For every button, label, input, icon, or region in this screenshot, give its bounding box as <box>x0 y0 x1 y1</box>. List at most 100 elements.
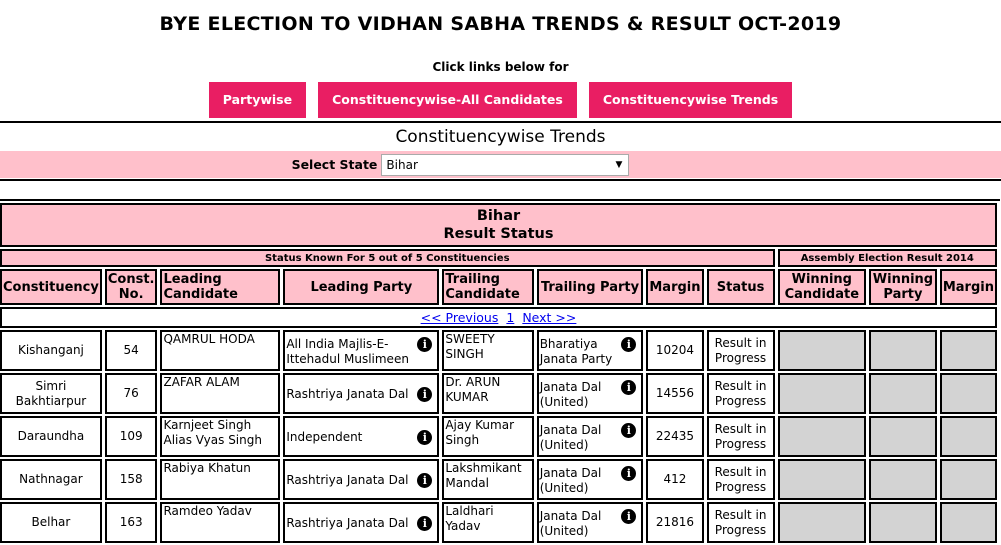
next-link[interactable]: Next >> <box>522 310 577 325</box>
column-header: Winning Candidate <box>777 269 867 305</box>
select-state-label: Select State <box>291 157 378 172</box>
constituencywise-trends-button[interactable]: Constituencywise Trends <box>588 82 793 118</box>
trailing-candidate-cell: SWEETY SINGH <box>442 330 534 371</box>
click-links-text: Click links below for <box>432 60 569 74</box>
info-icon[interactable]: i <box>417 387 433 402</box>
leading-candidate-cell: QAMRUL HODA <box>160 330 281 371</box>
column-header: Status <box>706 269 775 305</box>
column-header: Margin <box>939 269 997 305</box>
trailing-party-cell: Janata Dal (United) i <box>536 416 644 457</box>
trailing-party-cell: Janata Dal (United) i <box>536 459 644 500</box>
info-icon[interactable]: i <box>621 422 637 438</box>
column-header: Const. No. <box>104 269 158 305</box>
trailing-candidate-cell: Laldhari Yadav <box>442 502 534 543</box>
status-cell: Result in Progress <box>706 416 775 457</box>
column-header: Trailing Candidate <box>442 269 534 305</box>
status-cell: Result in Progress <box>706 330 775 371</box>
state-bar: Select State Bihar ▼ <box>0 151 1001 178</box>
winning-candidate-2014-cell <box>777 330 867 371</box>
margin-cell: 10204 <box>646 330 704 371</box>
trailing-party-cell: Janata Dal (United) i <box>536 502 644 543</box>
trailing-party-cell: Bharatiya Janata Party i <box>536 330 644 371</box>
divider <box>0 179 1001 181</box>
winning-party-2014-cell <box>869 330 937 371</box>
info-icon[interactable]: i <box>417 336 433 352</box>
leading-party-cell: Independent i <box>283 416 440 457</box>
nav-buttons: Partywise Constituencywise-All Candidate… <box>0 82 1001 118</box>
constituency-cell: Simri Bakhtiarpur <box>0 373 102 414</box>
column-header: Winning Party <box>869 269 937 305</box>
const-no-cell: 109 <box>104 416 158 457</box>
leading-party: Independent <box>286 430 363 444</box>
column-header: Margin <box>646 269 704 305</box>
info-icon[interactable]: i <box>417 430 433 445</box>
leading-party-cell: Rashtriya Janata Dal i <box>283 459 440 500</box>
info-icon[interactable]: i <box>621 379 637 395</box>
margin-cell: 22435 <box>646 416 704 457</box>
trailing-party: Janata Dal (United) <box>539 422 602 452</box>
info-icon[interactable]: i <box>621 336 637 352</box>
leading-party: Rashtriya Janata Dal <box>286 473 409 487</box>
result-status-title: Result Status <box>443 226 554 242</box>
margin-2014-cell <box>939 330 997 371</box>
margin-cell: 412 <box>646 459 704 500</box>
results-table: Bihar Result Status Status Known For 5 ou… <box>0 199 1000 545</box>
winning-party-2014-cell <box>869 373 937 414</box>
const-no-cell: 158 <box>104 459 158 500</box>
leading-candidate-cell: Rabiya Khatun <box>160 459 281 500</box>
column-header: Trailing Party <box>536 269 644 305</box>
status-known-text: Status Known For 5 out of 5 Constituenci… <box>0 249 775 267</box>
table-title: Bihar Result Status <box>0 203 997 247</box>
page-title: BYE ELECTION TO VIDHAN SABHA TRENDS & RE… <box>159 13 842 35</box>
const-no-cell: 76 <box>104 373 158 414</box>
state-select-value: Bihar <box>386 157 418 172</box>
winning-party-2014-cell <box>869 502 937 543</box>
leading-candidate-cell: Karnjeet Singh Alias Vyas Singh <box>160 416 281 457</box>
assembly-2014-header: Assembly Election Result 2014 <box>777 249 997 267</box>
leading-party: All India Majlis-E-Ittehadul Muslimeen <box>286 336 409 366</box>
table-row: Kishanganj 54 QAMRUL HODA All India Majlis-… <box>0 330 997 371</box>
leading-candidate-cell: ZAFAR ALAM <box>160 373 281 414</box>
margin-2014-cell <box>939 373 997 414</box>
leading-party: Rashtriya Janata Dal <box>286 516 409 530</box>
constituency-cell: Kishanganj <box>0 330 102 371</box>
status-cell: Result in Progress <box>706 459 775 500</box>
trailing-party: Janata Dal (United) <box>539 379 602 409</box>
info-icon[interactable]: i <box>621 508 637 524</box>
table-row: Daraundha 109 Karnjeet Singh Alias Vyas Si… <box>0 416 997 457</box>
winning-party-2014-cell <box>869 459 937 500</box>
winning-candidate-2014-cell <box>777 373 867 414</box>
leading-party: Rashtriya Janata Dal <box>286 387 409 401</box>
divider <box>0 121 1001 123</box>
constituency-cell: Daraundha <box>0 416 102 457</box>
constituencywise-all-candidates-button[interactable]: Constituencywise-All Candidates <box>318 82 577 118</box>
pager: << Previous 1 Next >> <box>0 307 997 328</box>
trailing-party: Bharatiya Janata Party <box>539 336 613 366</box>
trailing-candidate-cell: Lakshmikant Mandal <box>442 459 534 500</box>
info-icon[interactable]: i <box>417 516 433 531</box>
winning-candidate-2014-cell <box>777 459 867 500</box>
leading-party-cell: All India Majlis-E-Ittehadul Muslimeen i <box>283 330 440 371</box>
constituency-cell: Nathnagar <box>0 459 102 500</box>
dropdown-arrow-icon: ▼ <box>615 159 623 170</box>
trailing-party: Janata Dal (United) <box>539 508 602 538</box>
margin-2014-cell <box>939 416 997 457</box>
column-header: Constituency <box>0 269 102 305</box>
trailing-party: Janata Dal (United) <box>539 465 602 495</box>
page-1-link[interactable]: 1 <box>506 310 515 325</box>
trailing-candidate-cell: Ajay Kumar Singh <box>442 416 534 457</box>
info-icon[interactable]: i <box>417 473 433 488</box>
state-select[interactable]: Bihar ▼ <box>381 153 630 176</box>
previous-link[interactable]: << Previous <box>420 310 499 325</box>
const-no-cell: 54 <box>104 330 158 371</box>
info-icon[interactable]: i <box>621 465 637 481</box>
trailing-party-cell: Janata Dal (United) i <box>536 373 644 414</box>
partywise-button[interactable]: Partywise <box>208 82 307 118</box>
column-header: Leading Party <box>283 269 440 305</box>
table-row: Nathnagar 158 Rabiya Khatun Rashtriya Janat… <box>0 459 997 500</box>
table-row: Simri Bakhtiarpur 76 ZAFAR ALAM Rashtriya J… <box>0 373 997 414</box>
winning-candidate-2014-cell <box>777 416 867 457</box>
state-name: Bihar <box>476 208 521 224</box>
column-header: Leading Candidate <box>160 269 281 305</box>
leading-party-cell: Rashtriya Janata Dal i <box>283 373 440 414</box>
